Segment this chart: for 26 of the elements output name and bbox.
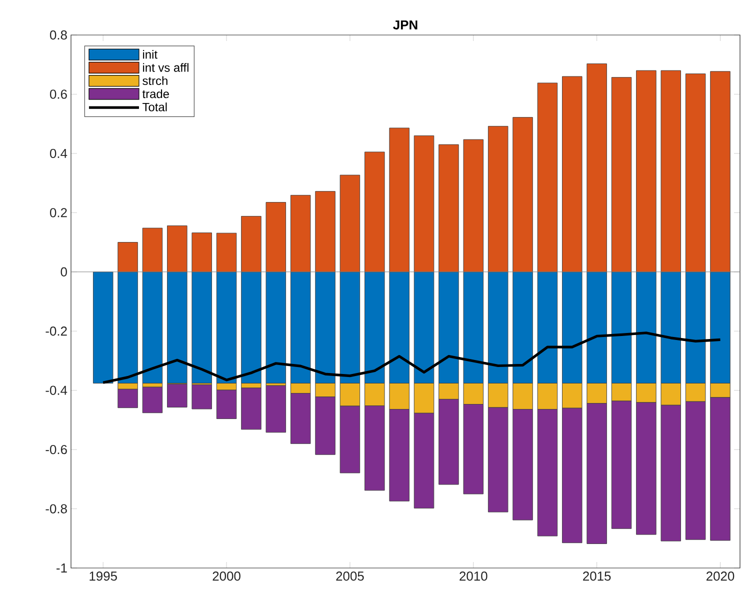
x-tick-label: 2000 bbox=[212, 572, 240, 581]
y-tick-label: 0.8 bbox=[50, 30, 67, 40]
line-series bbox=[102, 332, 722, 384]
bar bbox=[266, 385, 286, 433]
x-tick-label: 2020 bbox=[706, 572, 734, 581]
y-tick-label: -0.6 bbox=[46, 444, 67, 454]
legend-label: strch bbox=[142, 76, 168, 86]
legend-label: init bbox=[143, 50, 158, 59]
y-tick-label: -0.4 bbox=[46, 386, 68, 395]
bar bbox=[92, 272, 114, 384]
y-tick-label: -0.8 bbox=[46, 504, 67, 514]
legend-label: trade bbox=[142, 89, 169, 98]
y-tick-label: 0.2 bbox=[50, 208, 67, 218]
y-tick-label: 0.4 bbox=[50, 148, 68, 158]
chart-title: JPN bbox=[393, 20, 418, 30]
legend-label: Total bbox=[142, 102, 167, 112]
x-tick-label: 2010 bbox=[460, 572, 488, 581]
x-tick-label: 2005 bbox=[336, 572, 364, 581]
y-tick-label: 0 bbox=[60, 267, 67, 276]
y-tick-label: -0.2 bbox=[46, 326, 67, 336]
bar bbox=[142, 386, 163, 414]
y-tick-label: -1 bbox=[56, 564, 67, 572]
x-tick-label: 1995 bbox=[90, 572, 117, 581]
legend-label: int vs affl bbox=[143, 63, 188, 72]
x-tick-label: 2015 bbox=[583, 572, 611, 581]
y-tick-label: 0.6 bbox=[50, 90, 67, 99]
